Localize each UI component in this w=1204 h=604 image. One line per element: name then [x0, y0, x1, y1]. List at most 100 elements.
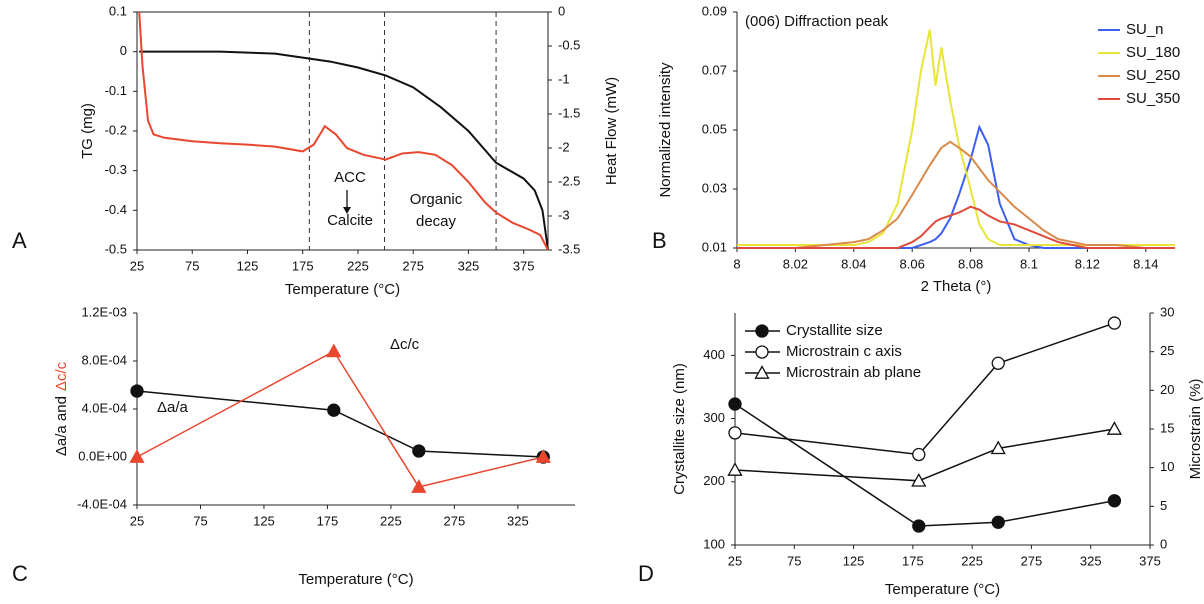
y-tick-label: 0.01 — [702, 239, 727, 254]
x-tick-label: 375 — [513, 258, 535, 273]
annotation: Calcite — [327, 212, 373, 229]
marker — [411, 479, 427, 493]
y2-tick-label: 0 — [558, 3, 565, 18]
x-tick-label: 325 — [458, 258, 480, 273]
x-tick-label: 125 — [237, 258, 259, 273]
x-tick-label: 8.02 — [783, 256, 808, 271]
marker — [911, 472, 927, 487]
series-line — [139, 50, 549, 251]
y2-tick-label: 25 — [1160, 343, 1174, 358]
marker — [130, 384, 144, 398]
y2-tick-label: -2 — [558, 139, 570, 154]
legend-label: SU_350 — [1126, 90, 1180, 107]
marker — [535, 449, 551, 463]
marker — [1107, 316, 1122, 330]
series-line — [737, 29, 1175, 247]
y2-tick-label: 5 — [1160, 498, 1167, 513]
x-tick-label: 8.14 — [1133, 256, 1158, 271]
marker — [912, 519, 926, 533]
y2-tick-label: -0.5 — [558, 37, 580, 52]
marker — [1106, 421, 1123, 435]
y-tick-label: 0.03 — [702, 180, 727, 195]
y2-tick-label: 30 — [1160, 304, 1174, 319]
marker — [1107, 494, 1122, 508]
series-label: Δc/c — [390, 336, 420, 353]
y2-axis-label: Microstrain (%) — [1187, 379, 1204, 480]
y-tick-label: 0 — [120, 43, 127, 58]
y-tick-label: 0.1 — [109, 3, 127, 18]
y-tick-label: 300 — [703, 410, 725, 425]
x-tick-label: 8.12 — [1075, 256, 1100, 271]
series-line — [737, 205, 1175, 249]
x-tick-label: 275 — [1021, 553, 1043, 568]
x-tick-label: 275 — [402, 258, 424, 273]
series-line — [734, 428, 1115, 482]
y-tick-label: -0.5 — [105, 241, 127, 256]
x-tick-label: 8.08 — [958, 256, 983, 271]
marker — [912, 447, 926, 462]
y-tick-label: 0.0E+00 — [78, 448, 127, 463]
legend-label: SU_n — [1126, 21, 1164, 38]
y-tick-label: 0.09 — [702, 3, 727, 18]
annotation: Organic — [410, 191, 463, 208]
y2-tick-label: -3 — [558, 207, 570, 222]
y-tick-label: -0.2 — [105, 122, 127, 137]
y-axis-label-part: Δc/c — [53, 361, 70, 391]
x-tick-label: 75 — [193, 513, 207, 528]
y2-tick-label: 15 — [1160, 420, 1174, 435]
x-tick-label: 25 — [130, 258, 144, 273]
legend-label: Crystallite size — [786, 322, 883, 339]
annotation: ACC — [334, 169, 366, 186]
x-tick-label: 175 — [902, 553, 924, 568]
series-line — [737, 140, 1175, 249]
y2-tick-label: -2.5 — [558, 173, 580, 188]
y2-axis-label: Heat Flow (mW) — [603, 77, 620, 185]
series-line — [138, 11, 549, 251]
x-tick-label: 175 — [292, 258, 314, 273]
marker — [327, 403, 341, 417]
legend-label: SU_180 — [1126, 44, 1180, 61]
x-tick-label: 25 — [130, 513, 144, 528]
x-tick-label: 125 — [843, 553, 865, 568]
x-axis-label: Temperature (°C) — [885, 581, 1000, 598]
y2-tick-label: -1.5 — [558, 105, 580, 120]
y-tick-label: 100 — [703, 536, 725, 551]
y-axis-label-part: Δa/a and — [53, 396, 70, 456]
y2-tick-label: 0 — [1160, 536, 1167, 551]
series-label: Δa/a — [157, 399, 189, 416]
series-line — [734, 403, 1115, 527]
x-tick-label: 225 — [347, 258, 369, 273]
y-axis-label: Crystallite size (nm) — [671, 363, 688, 495]
x-tick-label: 25 — [728, 553, 742, 568]
legend-marker — [755, 324, 769, 338]
marker — [991, 515, 1005, 529]
panel-letter: B — [652, 228, 667, 253]
legend-label: Microstrain c axis — [786, 343, 902, 360]
panel-letter: A — [12, 228, 27, 253]
series-line — [136, 350, 544, 488]
marker — [727, 462, 743, 476]
x-tick-label: 8.04 — [841, 256, 866, 271]
x-tick-label: 8.06 — [900, 256, 925, 271]
legend-label: Microstrain ab plane — [786, 364, 921, 381]
x-tick-label: 75 — [787, 553, 801, 568]
y-tick-label: -0.3 — [105, 162, 127, 177]
legend-marker — [754, 365, 770, 379]
y-tick-label: 0.05 — [702, 121, 727, 136]
marker — [728, 397, 742, 411]
y2-tick-label: -1 — [558, 71, 570, 86]
y-tick-label: 400 — [703, 347, 725, 362]
x-tick-label: 225 — [961, 553, 983, 568]
marker — [728, 426, 742, 440]
x-tick-label: 325 — [507, 513, 529, 528]
y-tick-label: -0.1 — [105, 83, 127, 98]
y-axis-label: Δa/a and Δc/c — [53, 361, 70, 456]
x-tick-label: 125 — [253, 513, 275, 528]
series-line — [734, 322, 1115, 456]
panel-letter: C — [12, 561, 28, 586]
x-tick-label: 75 — [185, 258, 199, 273]
y-tick-label: 0.07 — [702, 62, 727, 77]
x-tick-label: 8.1 — [1020, 256, 1038, 271]
x-tick-label: 375 — [1139, 553, 1161, 568]
x-axis-label: Temperature (°C) — [298, 571, 413, 588]
